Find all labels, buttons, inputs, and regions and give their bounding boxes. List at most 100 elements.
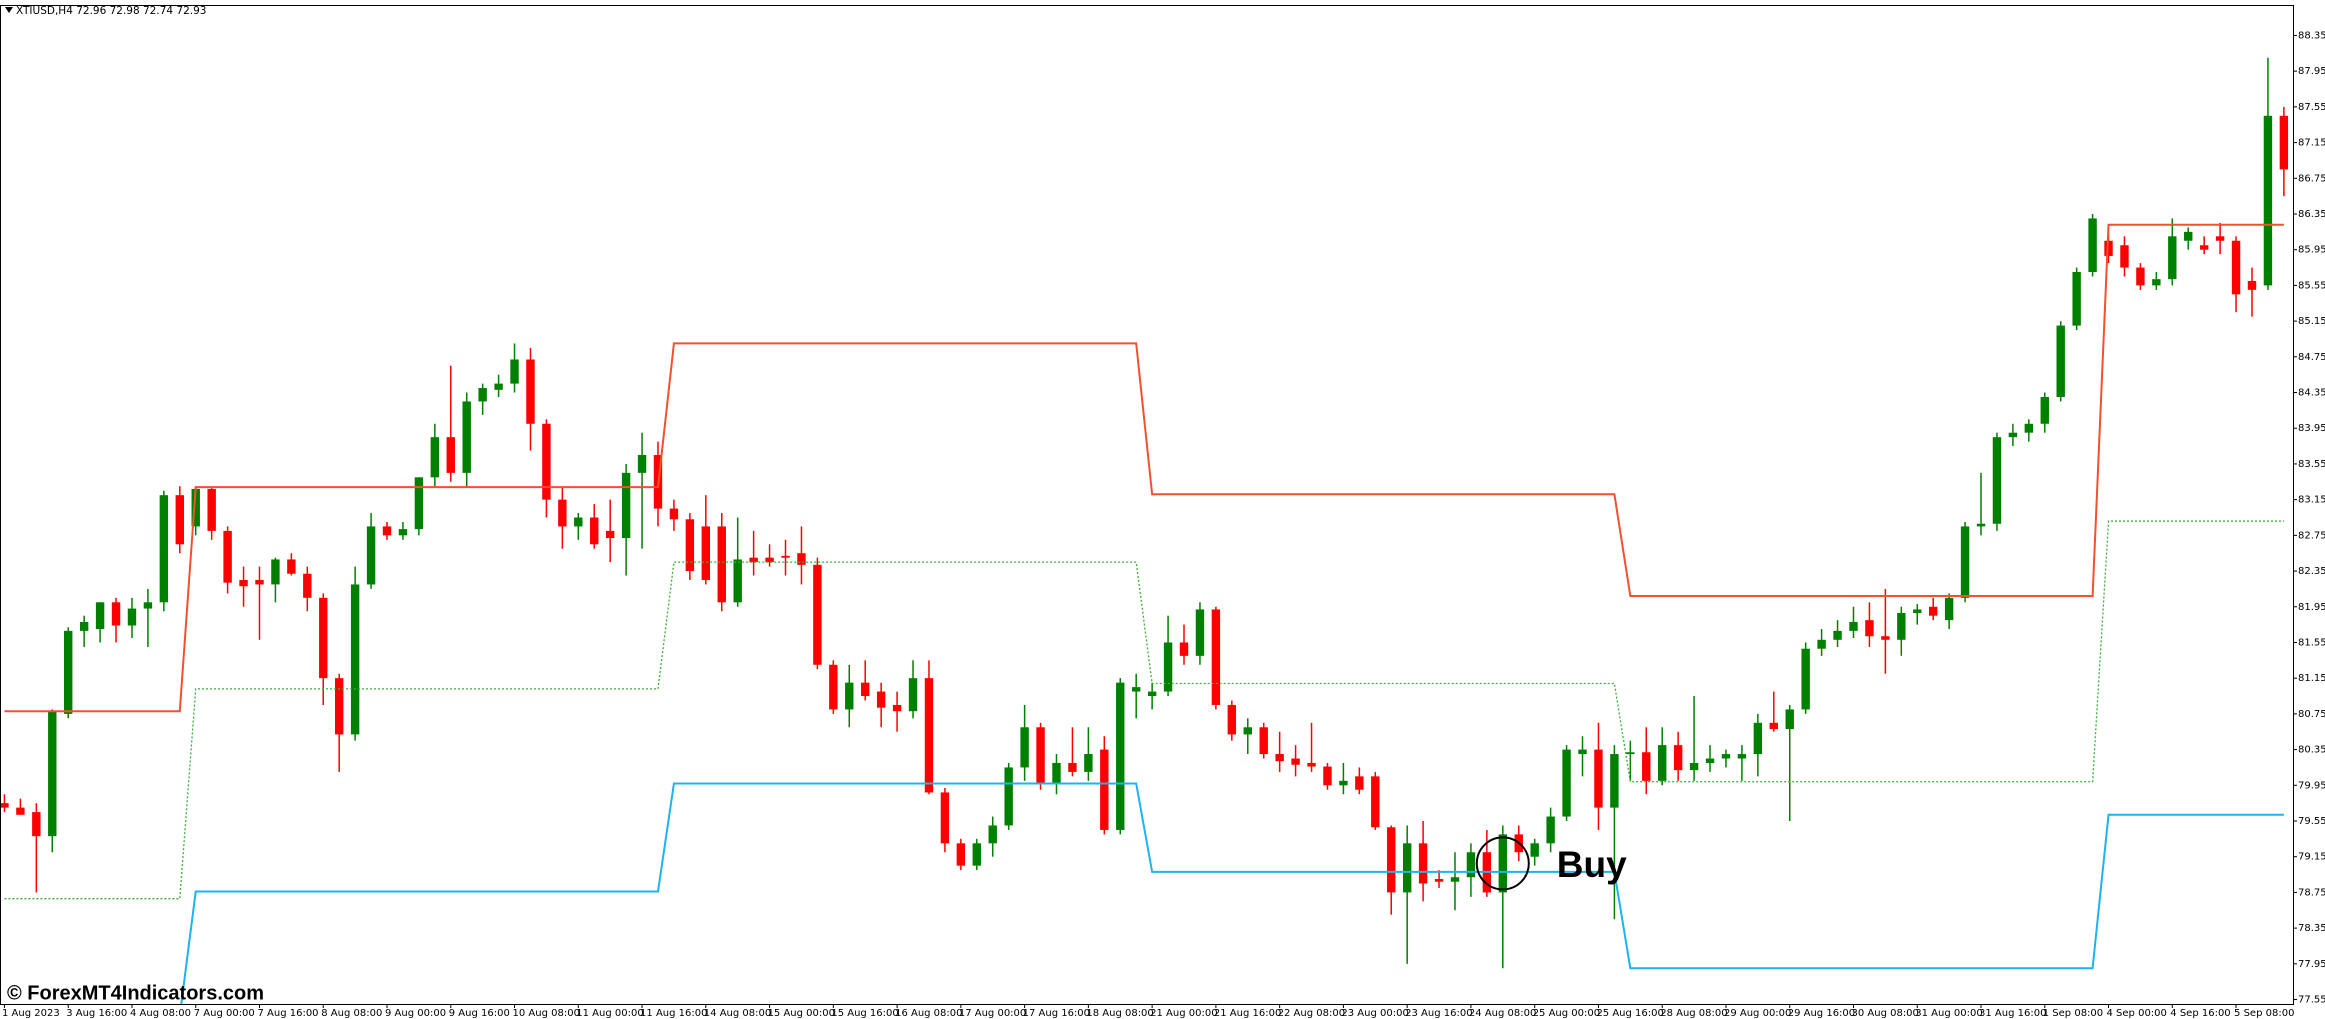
y-tick-label: 82.75 xyxy=(2298,530,2325,541)
candle-body xyxy=(1865,620,1874,637)
candle-body xyxy=(813,564,822,665)
x-tick-label: 25 Aug 16:00 xyxy=(1596,1008,1663,1019)
candle-body xyxy=(127,608,137,626)
y-tick-label: 81.55 xyxy=(2298,637,2325,648)
candle-body xyxy=(2136,267,2145,286)
candle-body xyxy=(207,488,216,531)
candle-body xyxy=(414,477,424,530)
x-tick-label: 4 Sep 16:00 xyxy=(2170,1008,2230,1019)
candle-body xyxy=(239,579,248,587)
candle-body xyxy=(1498,834,1508,893)
candle-body xyxy=(1307,762,1316,767)
candle-body xyxy=(1849,621,1858,631)
candle-body xyxy=(79,621,89,631)
candle-body xyxy=(462,401,471,473)
x-tick-label: 14 Aug 08:00 xyxy=(704,1008,771,1019)
x-tick-label: 23 Aug 16:00 xyxy=(1405,1008,1472,1019)
y-tick-label: 81.15 xyxy=(2298,673,2325,684)
x-tick-label: 28 Aug 08:00 xyxy=(1660,1008,1727,1019)
x-tick-label: 30 Aug 08:00 xyxy=(1851,1008,1918,1019)
candle-body xyxy=(1689,762,1699,771)
y-tick-label: 82.35 xyxy=(2298,566,2325,577)
candle-body xyxy=(1658,745,1667,781)
candle-body xyxy=(2215,236,2225,241)
candle-body xyxy=(1817,639,1826,649)
candle-body xyxy=(1753,722,1763,755)
candle-body xyxy=(558,499,567,527)
candle-body xyxy=(605,530,615,539)
candle-body xyxy=(749,557,758,563)
candle-body xyxy=(255,579,264,585)
candle-body xyxy=(797,553,806,565)
candle-body xyxy=(2008,432,2018,438)
candle-body xyxy=(1211,609,1221,705)
candle-body xyxy=(271,559,280,585)
candle-body xyxy=(2152,279,2161,286)
plot-area xyxy=(1,57,2289,1004)
y-tick-label: 85.15 xyxy=(2298,316,2325,327)
x-tick-label: 1 Aug 2023 xyxy=(2,1008,60,1019)
candle-body xyxy=(1052,762,1061,783)
y-tick-label: 85.95 xyxy=(2298,245,2325,256)
x-tick-label: 9 Aug 00:00 xyxy=(385,1008,446,1019)
candle-body xyxy=(637,455,647,473)
candle-body xyxy=(1,803,9,808)
candle-body xyxy=(478,388,487,402)
candle-body xyxy=(2088,218,2097,273)
candle-body xyxy=(2263,115,2273,286)
x-tick-label: 18 Aug 08:00 xyxy=(1086,1008,1153,1019)
candle-body xyxy=(1387,827,1396,893)
candle-body xyxy=(2279,115,2289,170)
candle-body xyxy=(382,526,392,536)
chart-header: XTIUSD,H4 72.96 72.98 72.74 72.93 xyxy=(16,5,206,17)
candle-body xyxy=(2199,245,2209,250)
candle-body xyxy=(1530,843,1539,857)
x-tick-label: 31 Aug 00:00 xyxy=(1915,1008,1982,1019)
candle-body xyxy=(1068,762,1077,772)
candle-body xyxy=(446,437,455,473)
candle-body xyxy=(781,555,790,558)
candle-body xyxy=(2231,240,2241,295)
candle-body xyxy=(32,812,41,837)
candle-body xyxy=(1275,754,1284,762)
candle-body xyxy=(223,530,232,583)
candle-body xyxy=(1195,609,1205,656)
candle-body xyxy=(876,691,886,708)
candle-body xyxy=(1546,816,1555,844)
y-tick-label: 84.75 xyxy=(2298,352,2325,363)
candle-body xyxy=(1147,691,1157,697)
candle-body xyxy=(669,508,679,520)
candle-body xyxy=(701,526,711,580)
candle-body xyxy=(940,792,950,844)
candle-body xyxy=(1339,780,1348,786)
y-tick-label: 77.95 xyxy=(2298,959,2325,970)
x-tick-label: 31 Aug 16:00 xyxy=(1979,1008,2046,1019)
x-tick-label: 21 Aug 16:00 xyxy=(1214,1008,1281,1019)
candle-body xyxy=(1562,749,1571,817)
y-tick-label: 83.55 xyxy=(2298,459,2325,470)
y-tick-label: 78.75 xyxy=(2298,887,2325,898)
y-tick-label: 78.35 xyxy=(2298,923,2325,934)
candle-body xyxy=(717,526,726,603)
candle-body xyxy=(1578,749,1587,755)
y-tick-label: 79.15 xyxy=(2298,852,2325,863)
candle-body xyxy=(1673,745,1683,771)
candle-body xyxy=(1594,749,1603,808)
y-tick-label: 87.55 xyxy=(2298,102,2325,113)
candle-body xyxy=(733,559,742,603)
indicator-line xyxy=(4,223,2284,713)
y-tick-label: 86.75 xyxy=(2298,173,2325,184)
plot-frame xyxy=(0,5,2294,1005)
candle-body xyxy=(1355,776,1364,790)
candle-body xyxy=(1992,437,2002,524)
candle-body xyxy=(366,526,376,585)
candle-body xyxy=(1913,609,1922,614)
candle-body xyxy=(1801,648,1810,710)
candle-body xyxy=(1291,758,1300,765)
candle-body xyxy=(1004,767,1013,826)
candle-body xyxy=(1227,704,1237,735)
candle-body xyxy=(143,602,153,609)
candle-body xyxy=(1163,642,1173,692)
x-tick-label: 8 Aug 08:00 xyxy=(321,1008,382,1019)
candle-body xyxy=(1785,709,1794,730)
